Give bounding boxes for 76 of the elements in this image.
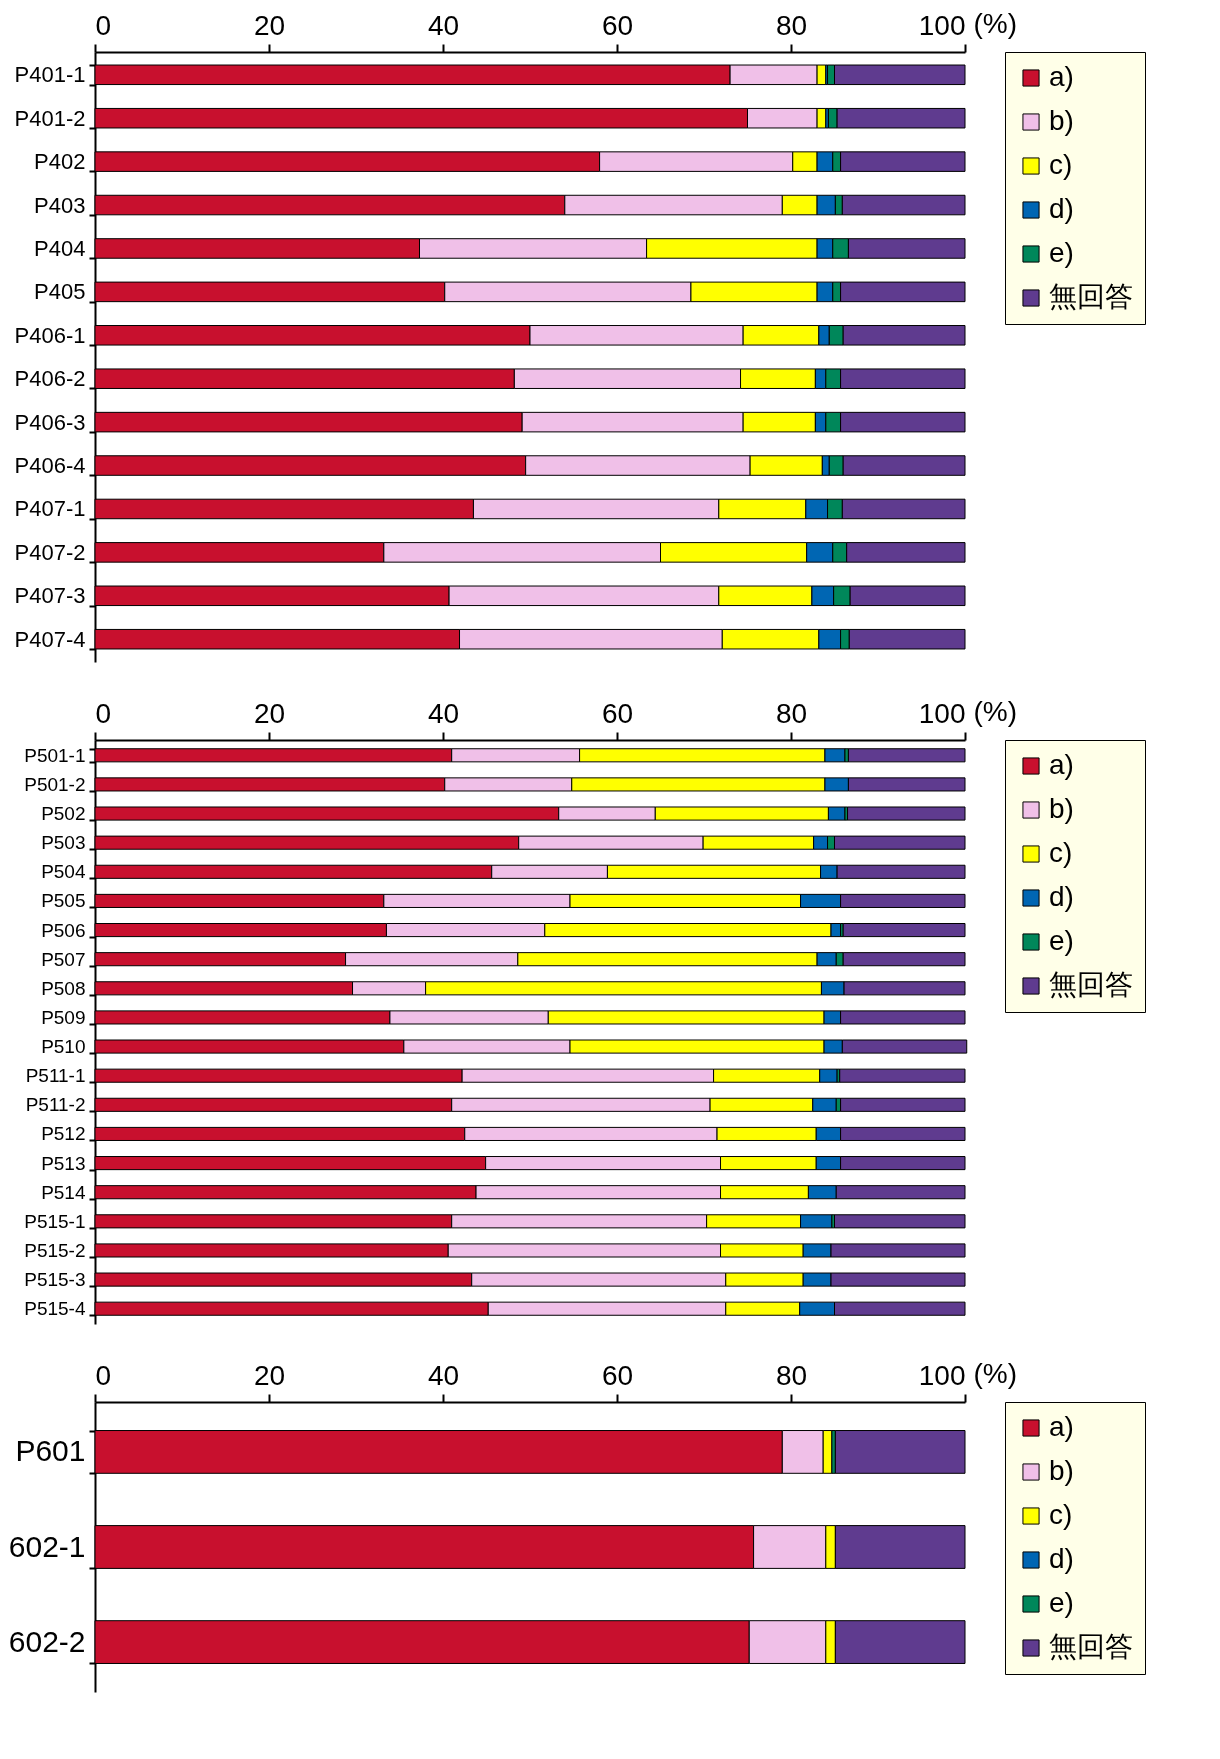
legend-label: c) (1049, 1499, 1073, 1530)
y-tick-label: P407-3 (14, 583, 86, 609)
x-tick-label: 100 (918, 9, 966, 41)
y-tick-label: P601 (15, 1434, 86, 1468)
y-tick-label: P405 (34, 279, 86, 305)
y-tick-label: P501-2 (24, 773, 86, 795)
legend-label: 無回答 (1049, 969, 1133, 1000)
y-tick-label: P406-4 (14, 453, 86, 479)
legend-label: d) (1049, 1543, 1074, 1574)
x-tick-label: 20 (253, 9, 286, 41)
legend-label: e) (1049, 925, 1074, 956)
y-tick-label: P514 (41, 1181, 86, 1203)
y-tick-label: P511-2 (25, 1094, 86, 1116)
y-tick-label: P515-2 (24, 1239, 86, 1261)
y-tick-label: P406-1 (14, 322, 86, 348)
y-tick-label: P515-4 (24, 1298, 86, 1320)
y-tick-label: P406-3 (14, 409, 86, 435)
legend-label: a) (1049, 749, 1074, 780)
legend-label: d) (1049, 193, 1074, 224)
y-tick-label: 602-2 (8, 1624, 86, 1658)
y-tick-label: 602-1 (8, 1529, 86, 1563)
legend-label: 無回答 (1049, 1631, 1133, 1662)
x-axis-title: (%) (973, 1357, 1018, 1389)
y-tick-label: P406-2 (14, 366, 86, 392)
y-tick-label: P506 (41, 919, 86, 941)
y-tick-label: P407-1 (14, 496, 86, 522)
y-tick-label: P402 (34, 149, 86, 175)
x-tick-label: 80 (775, 1359, 808, 1391)
legend-label: b) (1049, 1455, 1074, 1486)
legend-label: a) (1049, 1411, 1074, 1442)
y-tick-label: P501-1 (24, 744, 86, 766)
y-tick-label: P403 (34, 192, 86, 218)
y-tick-label: P504 (41, 861, 86, 883)
y-tick-label: P508 (41, 977, 86, 999)
y-tick-label: P505 (41, 890, 86, 912)
x-tick-label: 20 (253, 697, 286, 729)
x-axis-title: (%) (973, 7, 1018, 39)
legend-label: c) (1049, 837, 1073, 868)
y-tick-label: P507 (41, 948, 86, 970)
x-tick-label: 100 (918, 697, 966, 729)
y-tick-label: P407-2 (14, 539, 86, 565)
x-tick-label: 100 (918, 1359, 966, 1391)
legend-label: b) (1049, 793, 1074, 824)
x-tick-label: 20 (253, 1359, 286, 1391)
legend-label: a) (1049, 61, 1074, 92)
x-axis-title: (%) (973, 695, 1018, 727)
x-tick-label: 40 (427, 697, 460, 729)
x-tick-label: 60 (601, 697, 634, 729)
y-tick-label: P401-1 (14, 62, 86, 88)
x-tick-label: 80 (775, 697, 808, 729)
y-tick-label: P515-3 (24, 1269, 86, 1291)
y-tick-label: P509 (41, 1006, 86, 1028)
y-tick-label: P515-1 (24, 1210, 86, 1232)
y-tick-label: P502 (41, 803, 86, 825)
y-tick-label: P407-4 (14, 626, 86, 652)
x-tick-label: 80 (775, 9, 808, 41)
x-tick-label: 60 (601, 1359, 634, 1391)
x-tick-label: 0 (95, 697, 112, 729)
legend-label: d) (1049, 881, 1074, 912)
y-tick-label: P510 (41, 1036, 86, 1058)
x-tick-label: 40 (427, 1359, 460, 1391)
x-tick-label: 60 (601, 9, 634, 41)
x-tick-label: 40 (427, 9, 460, 41)
y-tick-label: P511-1 (25, 1065, 86, 1087)
y-tick-label: P401-2 (14, 105, 86, 131)
legend-label: e) (1049, 1587, 1074, 1618)
legend-label: 無回答 (1049, 281, 1133, 312)
y-tick-label: P512 (41, 1123, 86, 1145)
legend-label: e) (1049, 237, 1074, 268)
x-tick-label: 0 (95, 9, 112, 41)
x-tick-label: 0 (95, 1359, 112, 1391)
y-tick-label: P503 (41, 832, 86, 854)
legend-label: c) (1049, 149, 1073, 180)
y-tick-label: P513 (41, 1152, 86, 1174)
legend-label: b) (1049, 105, 1074, 136)
y-tick-label: P404 (34, 235, 86, 261)
